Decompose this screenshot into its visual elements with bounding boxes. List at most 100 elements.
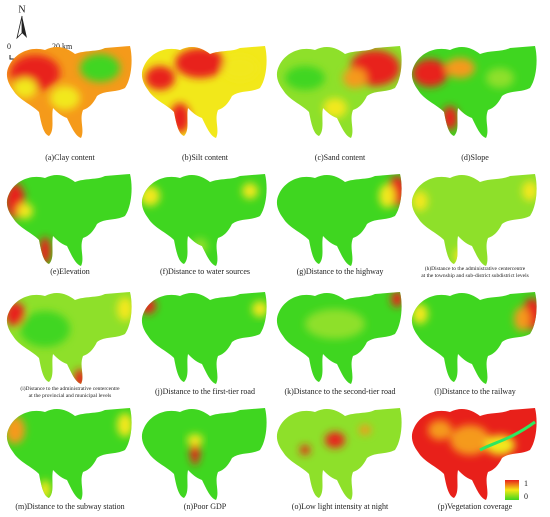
map-patch [50,86,80,110]
map [141,174,267,266]
map-patch [39,480,51,500]
panel-caption: (n)Poor GDP [184,502,227,511]
map-patch [485,435,515,455]
map-panel [411,46,537,138]
map-patch [285,66,325,90]
map-pattern [10,54,120,110]
map [276,174,402,266]
map-patch [450,425,490,455]
map-fill [276,174,402,266]
map [6,292,132,384]
map-patch [117,413,132,437]
map-panel [276,292,402,384]
panel-caption: (i)Distance to the administrative center… [20,385,120,392]
map [6,408,132,500]
map-pattern [379,176,402,208]
map-patch [242,183,258,199]
map-patch [20,311,70,347]
panel-caption: (o)Low light intensity at night [292,502,389,511]
map [141,408,267,500]
map-panel [141,292,267,384]
map-panel [276,408,402,500]
legend-low: 0 [524,492,528,501]
map-fill [6,408,132,500]
map-patch [522,181,537,201]
map-patch [379,184,395,208]
map-fill [411,46,537,138]
map [276,408,402,500]
panel-caption: (j)Distance to the first-tier road [155,387,255,396]
map-panel [6,292,132,384]
map [411,174,537,266]
map [141,46,267,138]
map-pattern [412,58,514,130]
panel-caption: (l)Distance to the railway [434,387,516,396]
map-patch [141,298,156,314]
map-patch [141,186,160,206]
panel-caption: (a)Clay content [45,153,95,162]
map [411,46,537,138]
map-panel [276,174,402,266]
map [141,292,267,384]
map [411,408,537,500]
map-pattern [285,50,400,118]
north-arrow: N [16,4,27,40]
panel-caption: (h)Distance to the administrative center… [425,265,526,272]
map-pattern [305,292,402,339]
map-pattern [412,298,537,331]
map-patch [252,301,267,317]
map-fill [276,408,402,500]
map-patch [428,420,452,440]
map-panel [6,408,132,500]
legend-ramp [505,480,519,500]
map-fill [141,408,267,500]
map-fill [141,292,267,384]
map-patch [305,309,365,339]
panel-caption: (d)Slope [461,153,489,162]
map-panel [141,46,267,138]
map-pattern [145,48,258,133]
map-panel [6,46,132,138]
panel-caption: (g)Distance to the highway [297,267,384,276]
map-patch [300,445,310,455]
map-patch [170,103,190,133]
map-patch [117,297,132,321]
map-fill [411,174,537,266]
map-panel [141,174,267,266]
panel-caption: (b)Silt content [182,153,229,162]
panel-caption: (f)Distance to water sources [160,267,250,276]
map-patch [359,425,371,435]
map-patch [454,248,466,264]
map-patch [145,66,175,90]
map [276,292,402,384]
map [276,46,402,138]
map [6,174,132,266]
scale-start: 0 [7,42,11,51]
map-patch [39,237,51,265]
map-patch [6,416,25,444]
map-pattern [6,413,132,500]
map-patch [175,48,225,78]
map-panel [276,46,402,138]
map-patch [343,68,367,88]
map [411,292,537,384]
map-patch [486,68,514,88]
map-patch [412,191,428,211]
panel-caption: (p)Vegetation coverage [438,502,513,511]
map-panel [6,174,132,266]
panel-caption: (e)Elevation [50,267,90,276]
map-panel [411,292,537,384]
panel-caption: (m)Distance to the subway station [15,502,124,511]
panel-caption: (k)Distance to the second-tier road [284,387,395,396]
map-patch [17,203,33,219]
scale-end: 20 km [52,42,73,51]
map-patch [442,106,458,130]
panel-caption: at the provincial and municipal levels [29,393,112,399]
map-patch [412,59,448,87]
map-patch [325,432,345,448]
map-patch [391,292,402,307]
map-pattern [300,425,371,455]
map-patch [192,238,208,254]
map-pattern [6,297,132,384]
